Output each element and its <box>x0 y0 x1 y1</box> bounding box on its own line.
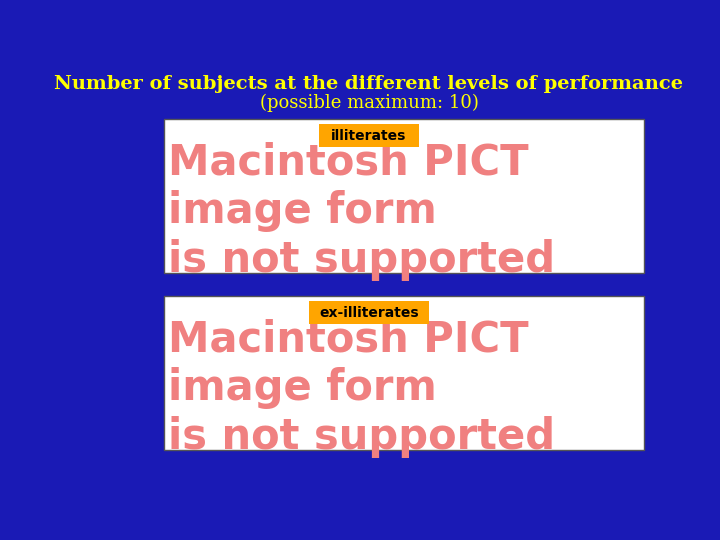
Text: Macintosh PICT
image form
is not supported: Macintosh PICT image form is not support… <box>168 319 554 458</box>
FancyBboxPatch shape <box>319 124 419 147</box>
Text: Number of subjects at the different levels of performance: Number of subjects at the different leve… <box>55 75 683 93</box>
Text: ex-illiterates: ex-illiterates <box>319 306 419 320</box>
FancyBboxPatch shape <box>163 119 644 273</box>
FancyBboxPatch shape <box>163 296 644 450</box>
Text: (possible maximum: 10): (possible maximum: 10) <box>260 94 478 112</box>
Text: Macintosh PICT
image form
is not supported: Macintosh PICT image form is not support… <box>168 141 554 281</box>
FancyBboxPatch shape <box>309 301 429 325</box>
Text: illiterates: illiterates <box>331 129 407 143</box>
